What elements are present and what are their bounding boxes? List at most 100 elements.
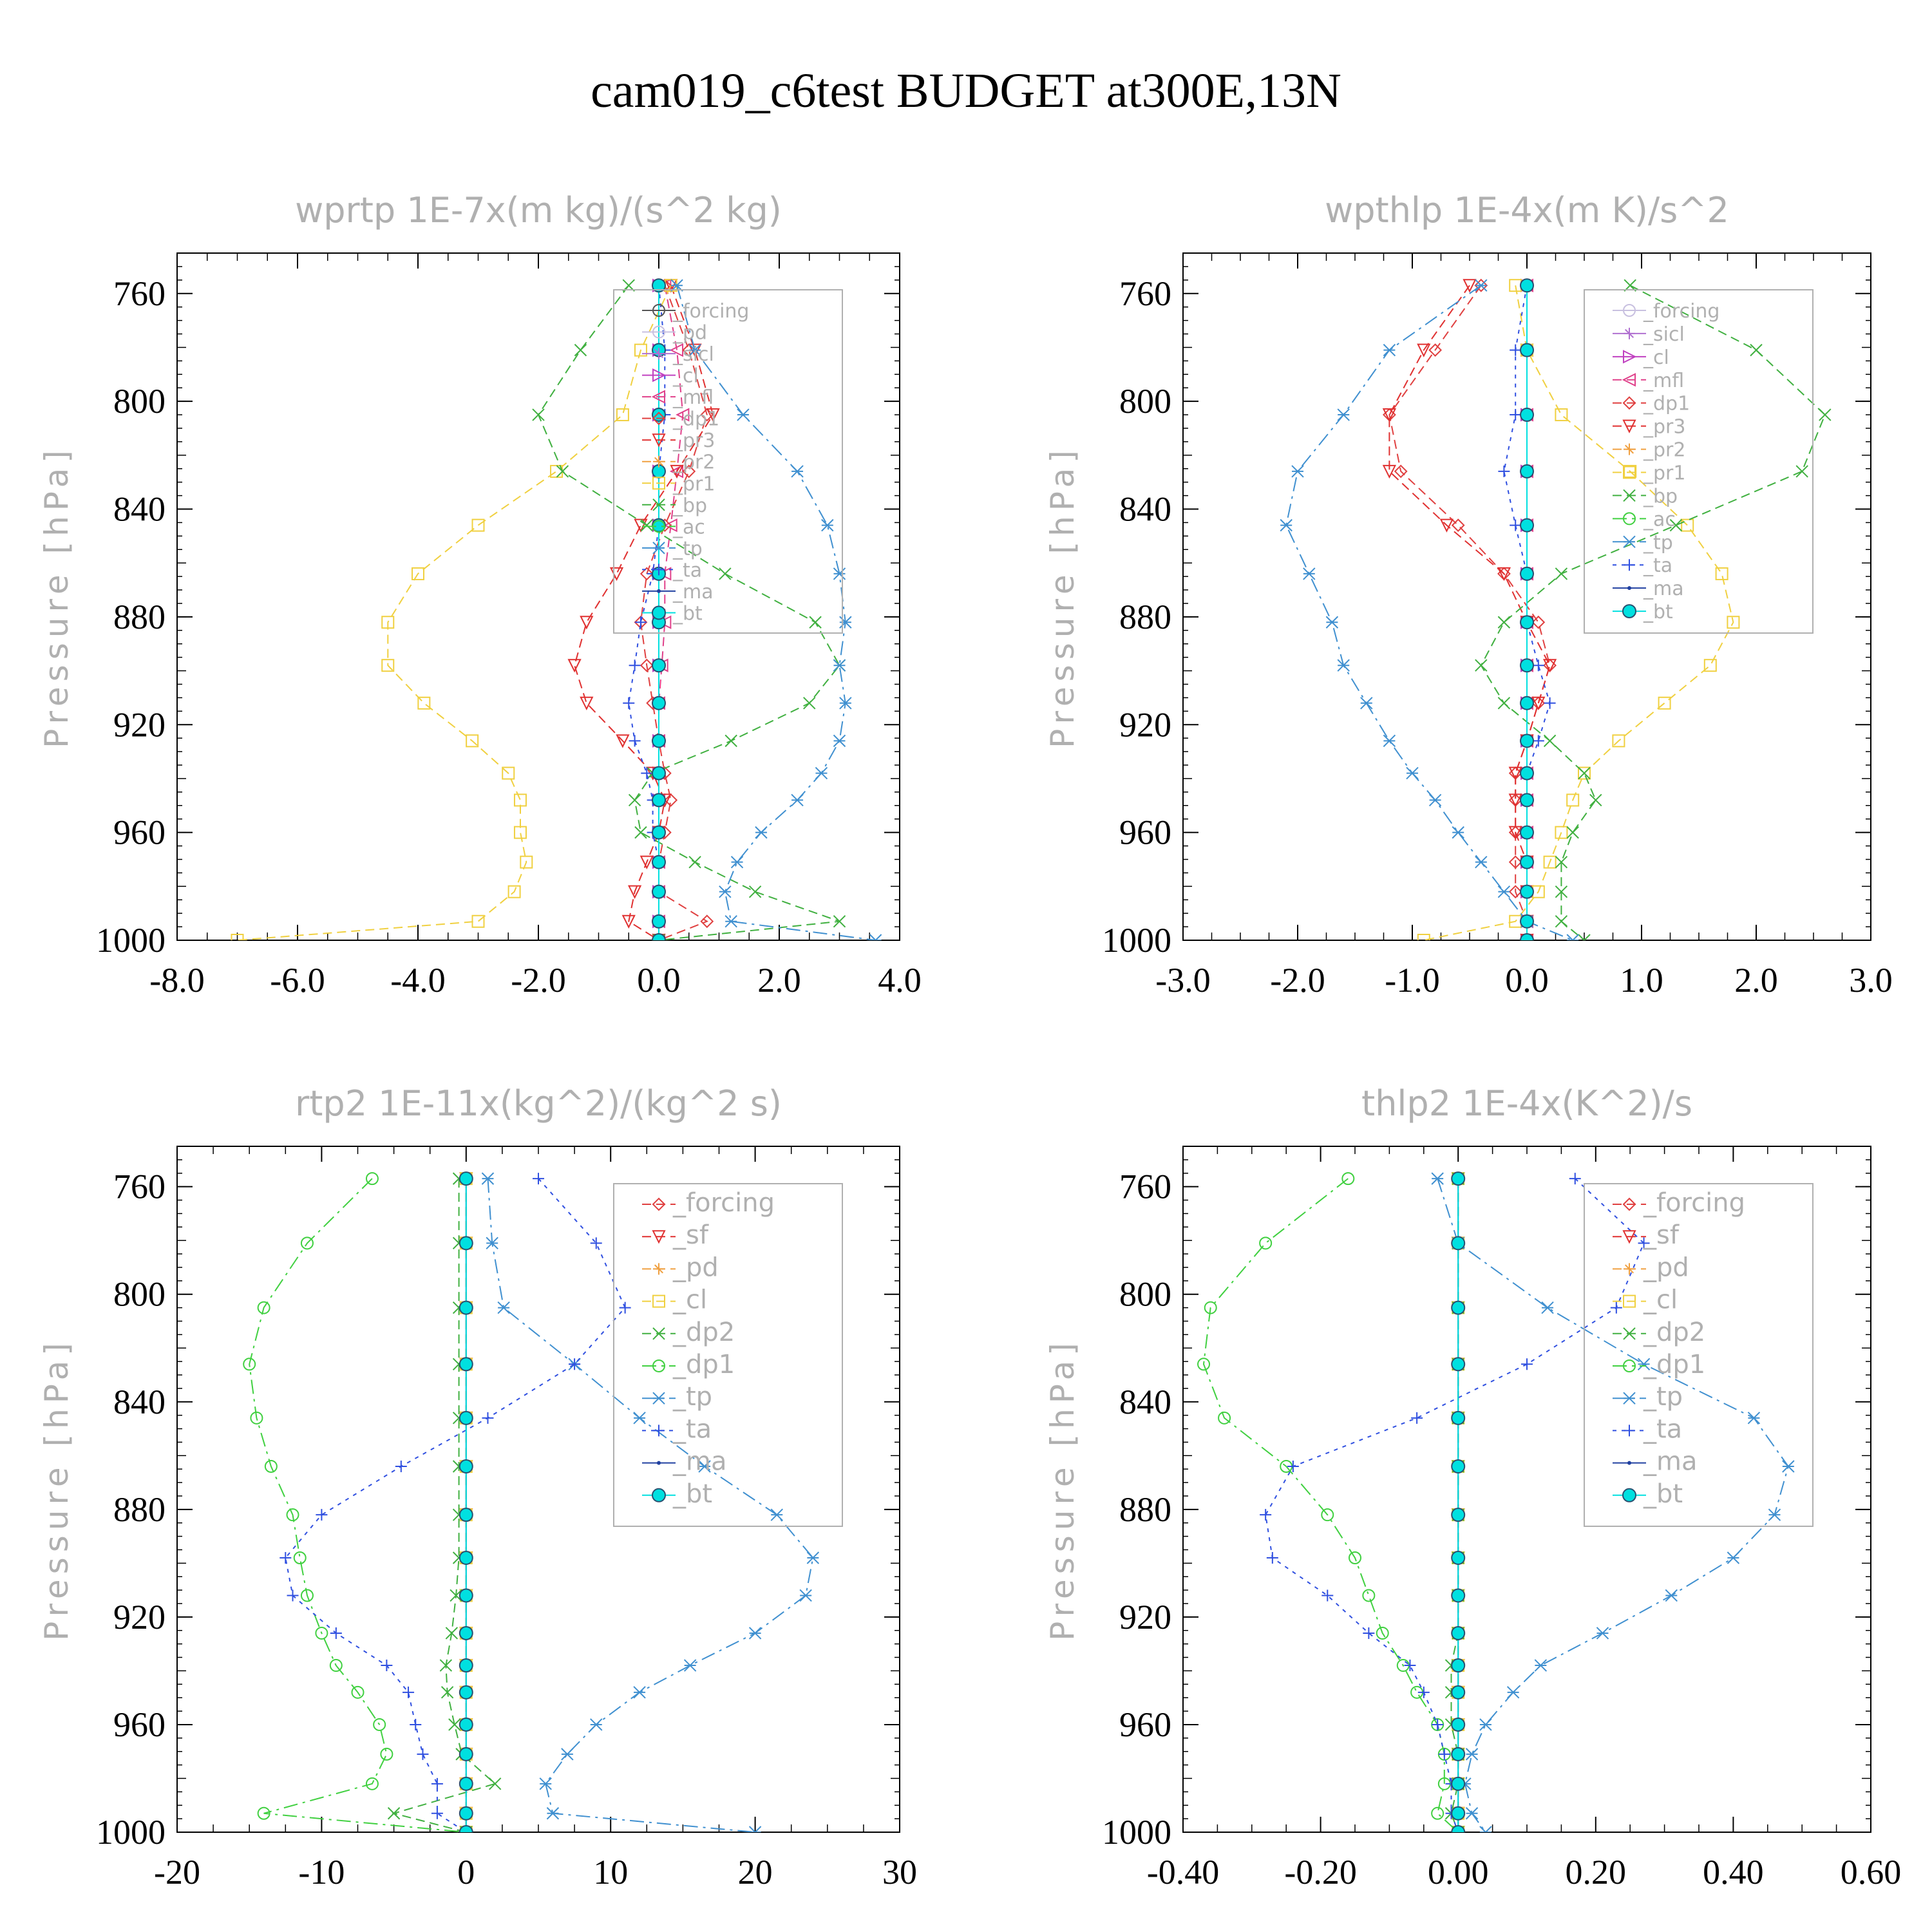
series-point-tp — [561, 1748, 574, 1761]
series-point-dp1 — [1428, 343, 1443, 357]
legend-marker-sf — [652, 1230, 666, 1244]
series-point-ta — [1287, 1461, 1299, 1472]
legend-label: _sicl — [1643, 323, 1685, 346]
y-axis-label: Pressure [hPa] — [1044, 445, 1081, 748]
panel-3: rtp2 1E-11x(kg^2)/(kg^2 s) Pressure [hPa]… — [38, 1083, 917, 1891]
panel-title: thlp2 1E-4x(K^2)/s — [1361, 1083, 1692, 1124]
series-point-pr3 — [580, 696, 594, 711]
legend-label: _pr1 — [1643, 462, 1685, 485]
legend-label: _dp2 — [672, 1318, 735, 1347]
series-point-pr1 — [381, 616, 395, 629]
legend-label: _forcing — [1643, 300, 1719, 323]
series-point-bp — [1819, 408, 1832, 421]
series-point-bp — [1555, 855, 1568, 869]
series-point-dp1 — [664, 793, 678, 807]
series-point-bt — [459, 1747, 473, 1761]
legend-label: _cl — [672, 1285, 707, 1315]
series-point-bp — [803, 697, 816, 710]
series-point-pr1 — [513, 826, 527, 839]
series-point-dp2 — [488, 1777, 502, 1790]
series-point-bt — [1520, 278, 1534, 293]
series-point-pr3 — [634, 518, 648, 533]
series-point-bp — [748, 885, 762, 898]
series-point-pr3 — [670, 464, 684, 479]
y-axis-label: Pressure [hPa] — [1044, 1338, 1081, 1641]
legend-label: _dp2 — [1643, 1318, 1705, 1347]
y-tick-label: 800 — [113, 1275, 166, 1314]
series-point-pr3 — [1382, 464, 1397, 479]
series-point-dp1 — [243, 1358, 256, 1371]
series-point-dp1 — [293, 1551, 307, 1564]
series-point-bp — [1589, 793, 1602, 807]
series-point-dp1 — [1531, 615, 1546, 629]
series-point-pr1 — [1555, 408, 1568, 422]
series-line-dp1 — [249, 1178, 466, 1832]
series-line-tp — [1285, 285, 1573, 940]
series-point-ta — [410, 1718, 422, 1730]
series-point-bt — [1451, 1588, 1466, 1603]
series-point-tp — [633, 1686, 646, 1699]
legend-marker-tp — [1623, 535, 1636, 548]
legend-label: _pr3 — [672, 430, 715, 452]
legend-marker-ta — [653, 1425, 665, 1437]
x-tick-label: -6.0 — [270, 961, 325, 999]
series-point-bp — [1566, 826, 1579, 839]
series-point-bt — [1451, 1776, 1466, 1791]
series-point-tp — [724, 915, 737, 928]
legend-marker-bp — [1623, 489, 1636, 502]
legend-marker-cl — [652, 368, 667, 383]
series-point-ta — [1510, 344, 1522, 356]
series-point-bt — [1520, 766, 1534, 781]
series-point-tp — [799, 1589, 812, 1602]
x-tick-label: -10 — [298, 1853, 345, 1891]
series-point-bt — [1451, 1551, 1466, 1565]
series-line-pr1 — [1423, 285, 1734, 940]
series-point-bp — [1750, 343, 1763, 357]
series-point-tp — [815, 766, 828, 780]
series-point-dp1 — [365, 1777, 379, 1790]
series-point-bp — [1578, 766, 1591, 780]
series-point-tp — [1291, 465, 1304, 478]
series-point-ta — [1638, 1237, 1650, 1249]
legend-label: _pd — [672, 322, 707, 345]
series-point-dp1 — [1349, 1551, 1361, 1564]
series-point-pr1 — [1715, 567, 1728, 580]
y-tick-label: 840 — [1119, 1383, 1171, 1421]
series-point-tp — [1428, 793, 1442, 807]
series-point-dp2 — [448, 1718, 461, 1731]
legend-label: _ma — [672, 1447, 726, 1477]
series-line-dp2 — [1450, 1179, 1459, 1832]
legend-label: _dp1 — [1643, 393, 1690, 415]
series-point-bt — [459, 1300, 473, 1315]
series-point-dp1 — [286, 1508, 299, 1522]
series-point-bt — [652, 914, 666, 929]
series-point-bt — [1451, 1658, 1466, 1673]
plot-frame — [1182, 1146, 1871, 1833]
series-point-dp1 — [1394, 464, 1408, 478]
x-tick-label: 0.60 — [1841, 1853, 1902, 1891]
series-point-tp — [1479, 1826, 1492, 1832]
y-tick-label: 880 — [1119, 1490, 1171, 1529]
series-point-dp1 — [1508, 855, 1522, 869]
series-point-bp — [688, 855, 701, 869]
legend-marker-cl — [1623, 350, 1637, 364]
x-tick-label: -3.0 — [1155, 961, 1210, 999]
series-point-bp — [628, 793, 641, 807]
series-point-dp1 — [700, 408, 714, 422]
series-point-tp — [1541, 1301, 1554, 1314]
series-point-tp — [833, 659, 846, 672]
legend-marker-dp1 — [652, 412, 666, 426]
x-tick-label: -1.0 — [1385, 961, 1439, 999]
series-point-ta — [1532, 659, 1544, 672]
series-point-pr3 — [621, 914, 636, 929]
series-point-pr1 — [520, 855, 533, 869]
series-point-tp — [1768, 1508, 1781, 1521]
series-line-tp — [487, 1179, 814, 1832]
series-point-bt — [1451, 1508, 1466, 1522]
x-tick-label: 2.0 — [1734, 961, 1778, 999]
series-point-pr1 — [412, 567, 424, 580]
x-tick-label: -2.0 — [511, 961, 565, 999]
legend-marker-pd — [652, 325, 665, 339]
series-point-dp1 — [1431, 1806, 1444, 1820]
